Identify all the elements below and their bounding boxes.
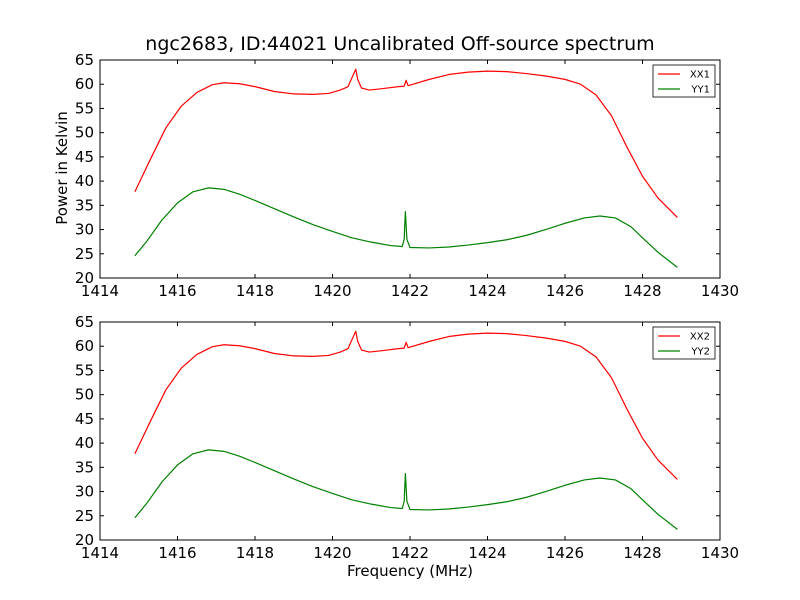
y-tick-label: 60 xyxy=(75,75,94,93)
legend-box xyxy=(652,64,716,98)
legend-box xyxy=(652,326,716,360)
x-tick-label: 1420 xyxy=(313,282,351,300)
x-tick-label: 1428 xyxy=(623,544,661,562)
legend-label: YY2 xyxy=(690,347,710,358)
x-tick-label: 1428 xyxy=(623,282,661,300)
y-tick-label: 55 xyxy=(75,361,94,379)
plot-frame xyxy=(99,59,721,279)
legend-label: YY1 xyxy=(690,85,710,96)
x-tick-label: 1416 xyxy=(158,282,196,300)
x-tick-label: 1414 xyxy=(81,282,119,300)
series-line-yy1 xyxy=(134,187,678,268)
y-tick-label: 20 xyxy=(75,269,94,287)
y-tick-label: 40 xyxy=(75,172,94,190)
x-tick-label: 1414 xyxy=(81,544,119,562)
y-tick-label: 50 xyxy=(75,124,94,142)
y-tick-label: 40 xyxy=(75,434,94,452)
series-line-yy2 xyxy=(134,449,678,530)
y-tick-label: 25 xyxy=(75,245,94,263)
y-tick-label: 50 xyxy=(75,386,94,404)
x-axis-label: Frequency (MHz) xyxy=(346,562,474,580)
plot-frame xyxy=(99,321,721,541)
y-axis-label: Power in Kelvin xyxy=(53,111,71,225)
x-tick-label: 1426 xyxy=(546,282,584,300)
x-tick-label: 1416 xyxy=(158,544,196,562)
y-tick-label: 35 xyxy=(75,196,94,214)
x-tick-label: 1430 xyxy=(701,544,739,562)
y-tick-label: 65 xyxy=(75,51,94,69)
y-tick-label: 65 xyxy=(75,313,94,331)
series-line-xx2 xyxy=(134,330,678,480)
y-tick-label: 20 xyxy=(75,531,94,549)
x-tick-label: 1422 xyxy=(391,282,429,300)
y-tick-label: 30 xyxy=(75,483,94,501)
x-tick-label: 1418 xyxy=(236,282,274,300)
series-line-xx1 xyxy=(134,68,678,218)
x-tick-label: 1422 xyxy=(391,544,429,562)
legend-label: XX2 xyxy=(690,332,710,343)
y-tick-label: 60 xyxy=(75,337,94,355)
y-tick-label: 45 xyxy=(75,410,94,428)
x-tick-label: 1418 xyxy=(236,544,274,562)
x-tick-label: 1424 xyxy=(468,544,506,562)
y-tick-label: 30 xyxy=(75,221,94,239)
y-tick-label: 35 xyxy=(75,458,94,476)
x-tick-label: 1420 xyxy=(313,544,351,562)
y-tick-label: 55 xyxy=(75,99,94,117)
x-tick-label: 1424 xyxy=(468,282,506,300)
x-tick-label: 1430 xyxy=(701,282,739,300)
y-tick-label: 25 xyxy=(75,507,94,525)
y-tick-label: 45 xyxy=(75,148,94,166)
x-tick-label: 1426 xyxy=(546,544,584,562)
chart-title: ngc2683, ID:44021 Uncalibrated Off-sourc… xyxy=(145,33,655,55)
panel-2: 1414 1416 1418 1420 1422 1424 1426 1428 1430 20 25… xyxy=(75,313,739,562)
legend-label: XX1 xyxy=(690,70,710,81)
panel-1: 1414 1416 1418 1420 1422 1424 1426 1428 1430 20 25… xyxy=(75,51,739,300)
